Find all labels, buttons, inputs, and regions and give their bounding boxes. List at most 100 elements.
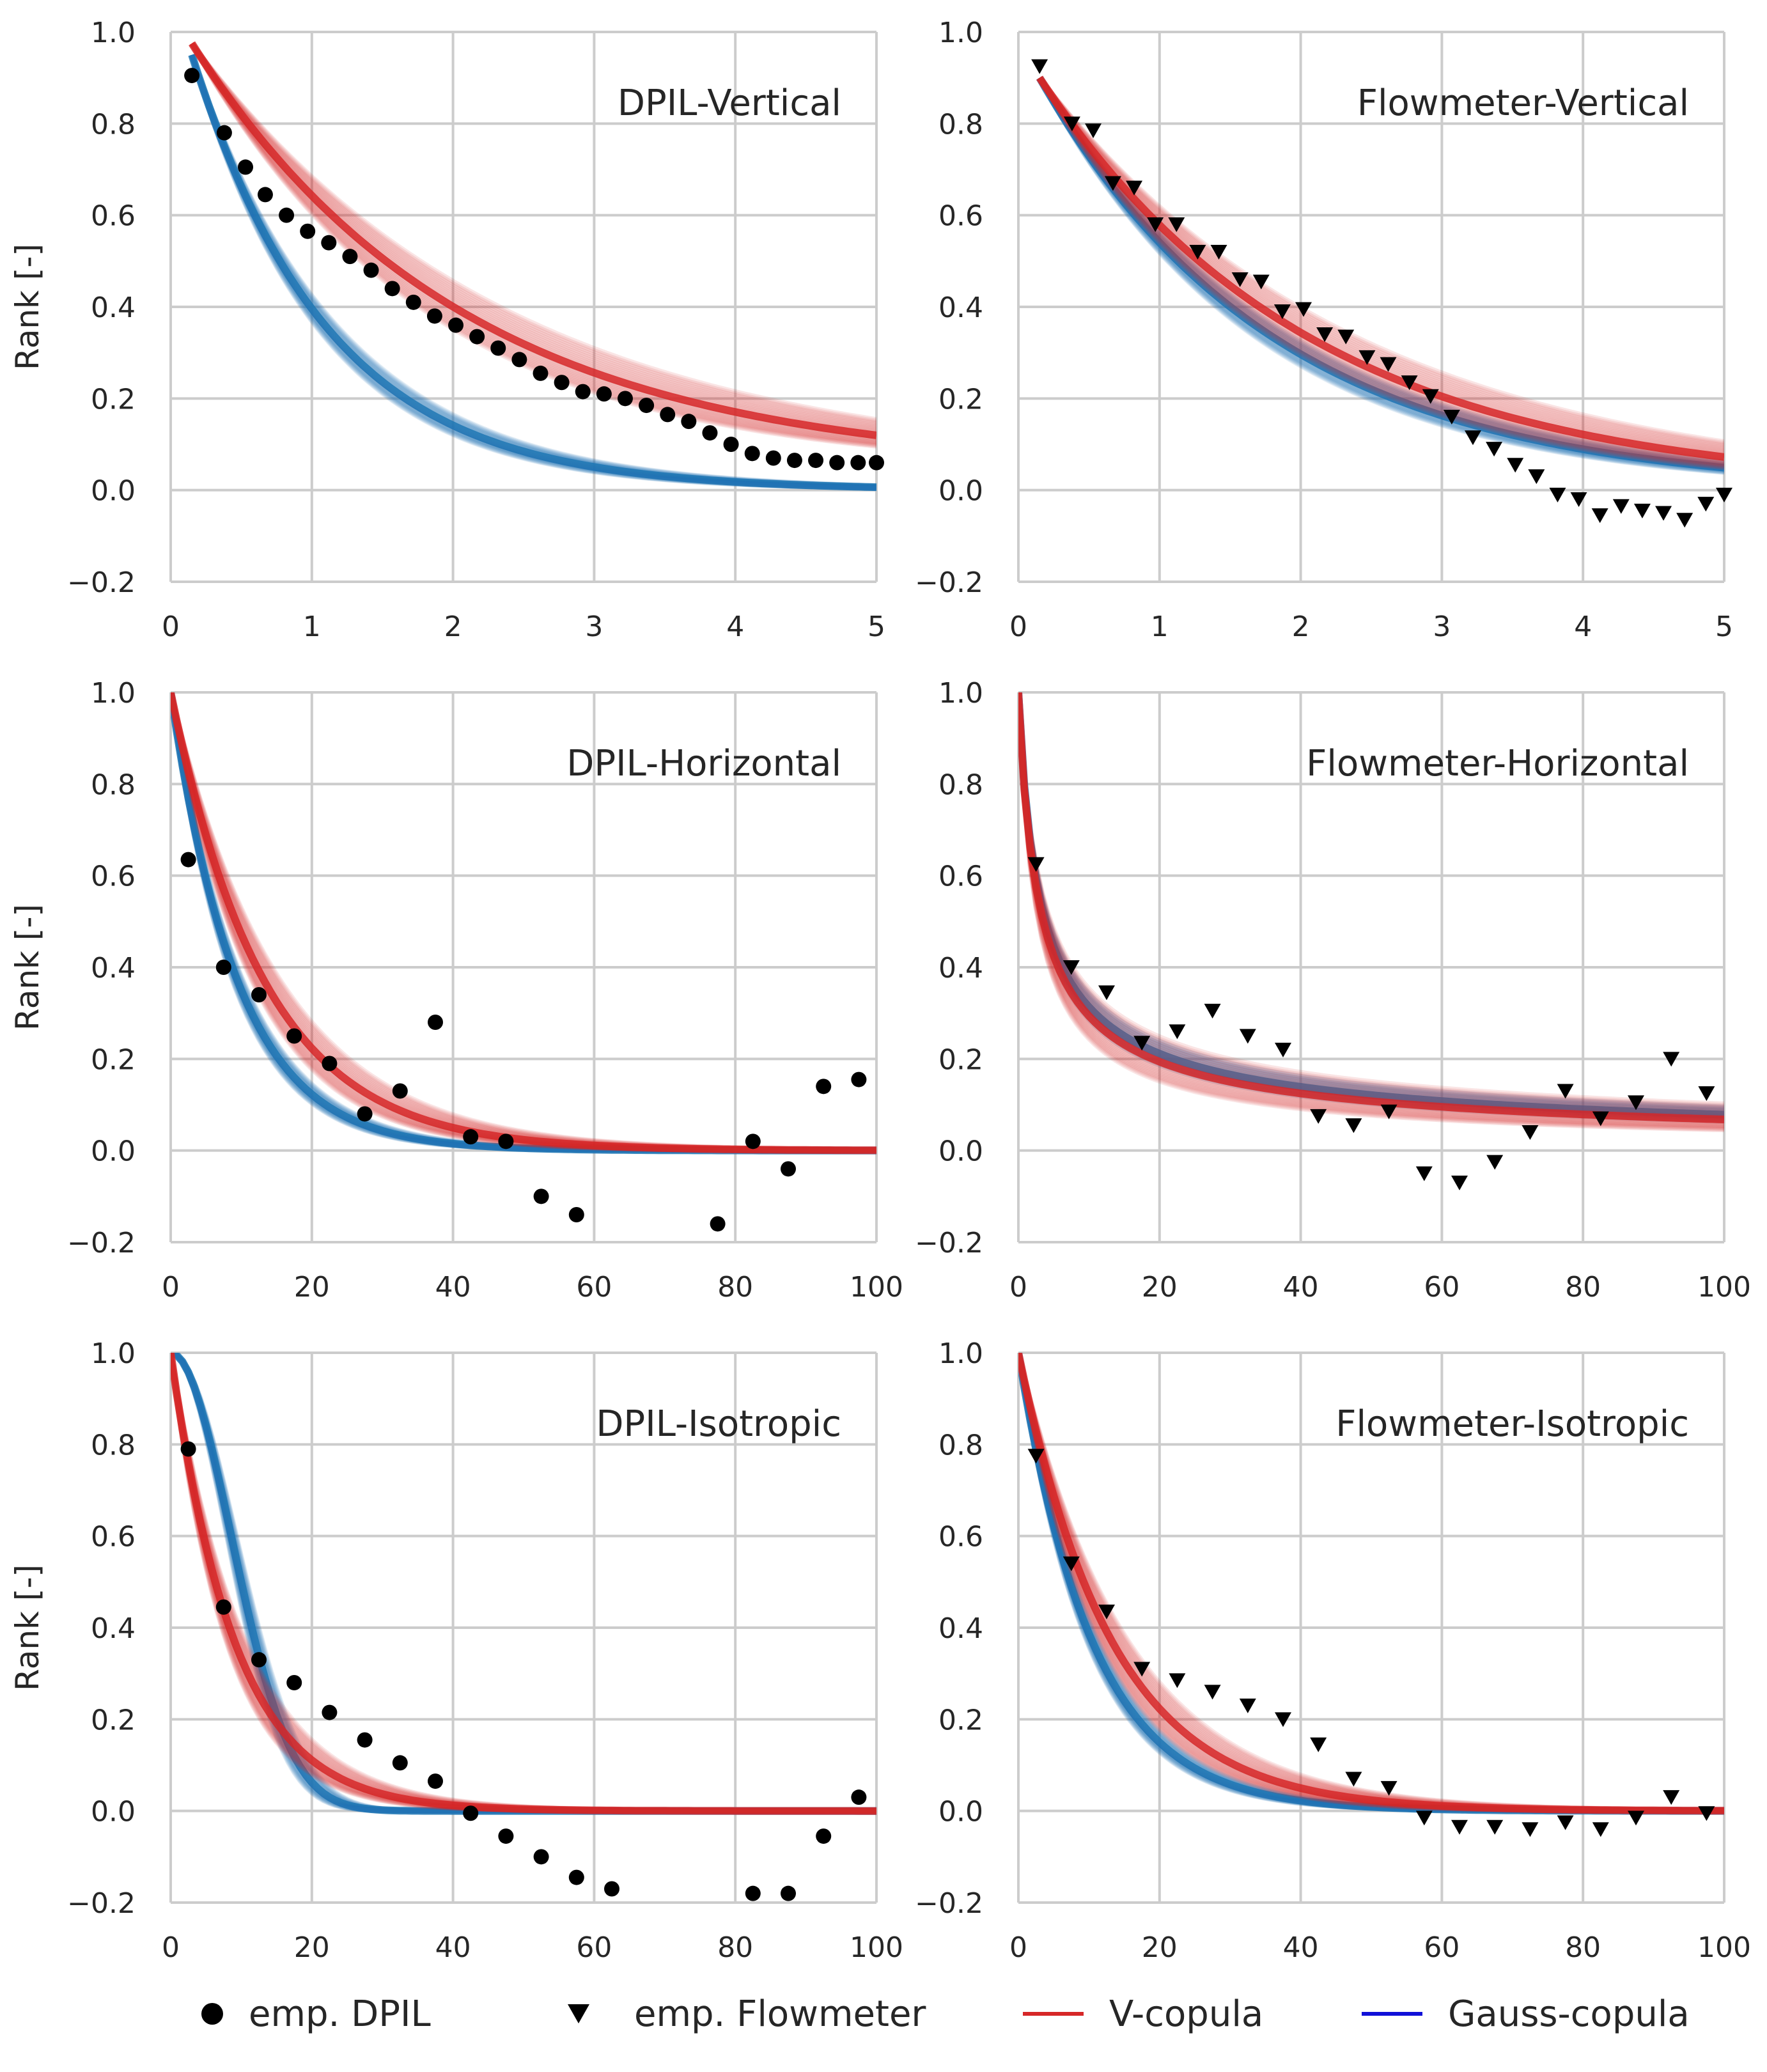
empirical-point [1697,497,1715,512]
empirical-point [251,1652,267,1668]
v-copula-curve-sample [171,692,876,1153]
panel-title: DPIL-Isotropic [596,1403,841,1445]
empirical-point [251,987,267,1002]
chart-panel-1: −0.2 0.0 0.2 0.4 0.6 0.8 1.0 0 1 2 3 4 5 DPIL-Vertica… [9,17,885,643]
v-copula-curve-sample [1018,692,1724,1107]
gauss-copula-curve-sample [1018,692,1724,1109]
gauss-copula-curve-sample [1037,76,1724,467]
gauss-copula-curve-sample [1037,76,1724,472]
x-tick-label: 100 [1697,1931,1751,1964]
model-curves [1036,75,1724,475]
v-copula-curve-sample [189,42,876,431]
v-copula-curve-sample [171,1353,876,1814]
v-copula-curve-sample [189,42,876,424]
gauss-copula-curve-sample [1037,76,1724,474]
y-tick-label: 0.8 [938,108,983,141]
model-curves [171,692,876,1155]
v-copula-curve-sample [171,1353,876,1814]
x-tick-label: 1 [303,611,321,643]
empirical-point [575,384,591,400]
y-axis-label: Rank [-] [9,244,46,370]
empirical-point [1522,1822,1539,1837]
empirical-point [816,1079,832,1094]
empirical-point [660,407,676,423]
v-copula-curve-sample [1018,692,1724,1125]
gauss-copula-curve-sample [189,54,876,490]
v-copula-curve-sample [1018,692,1724,1130]
y-tick-label: 0.0 [938,475,983,508]
empirical-point [1557,1084,1574,1099]
empirical-point [257,187,273,203]
empirical-point [1486,1155,1504,1170]
empirical-point [363,262,379,278]
empirical-point [279,207,295,223]
empirical-point [215,1599,231,1615]
v-copula-curve-sample [1018,692,1724,1127]
gauss-copula-curve-sample [189,54,876,491]
x-tick-label: 0 [162,1271,180,1304]
empirical-point [1252,274,1270,290]
v-copula-curve-sample [189,42,876,442]
empirical-point [1204,1004,1221,1019]
empirical-point [1549,487,1566,502]
v-copula-curve [1036,75,1724,471]
gauss-copula-curve [188,53,876,492]
empirical-point [428,1015,443,1030]
empirical-point [533,365,549,381]
v-copula-curve-sample [1018,692,1724,1112]
gauss-copula-curve-sample [1037,76,1724,472]
v-copula-curve-sample [1037,76,1724,448]
v-copula-curve-sample [171,1353,876,1814]
empirical-point [1628,1095,1644,1110]
x-tick-label: 0 [1009,1271,1027,1304]
gauss-copula-curve-sample [1037,76,1724,471]
v-copula-curve-sample [189,42,876,446]
v-copula-curve-sample [1037,76,1724,453]
x-tick-label: 3 [1433,611,1451,643]
x-tick-label: 100 [850,1271,903,1304]
empirical-point [1443,410,1460,425]
empirical-point [1592,1822,1609,1837]
legend-item-vcopula: V-copula [1023,1982,1263,2046]
v-copula-curve-sample [1018,692,1724,1130]
legend-label-gauss-copula: Gauss-copula [1448,1993,1690,2035]
empirical-point [216,125,232,141]
v-copula-curve [1018,1353,1724,1815]
empirical-point [1591,508,1608,524]
y-tick-label: 1.0 [91,1337,136,1370]
v-copula-curve-sample [1018,1353,1724,1814]
y-tick-label: 0.0 [938,1135,983,1168]
gauss-copula-curve-sample [1037,76,1724,469]
empirical-point [322,1055,338,1071]
empirical-point [1169,1024,1186,1040]
v-copula-curve-sample [189,42,876,448]
chart-panel-4: −0.2 0.0 0.2 0.4 0.6 0.8 1.0 0 20 40 60 80 100 Flowme… [915,677,1751,1304]
v-copula-curve-sample [1018,692,1724,1123]
y-tick-label: 0.8 [91,108,136,141]
v-copula-curve-sample [189,42,876,427]
empirical-point [286,1675,302,1690]
empirical-point [1085,123,1102,139]
empirical-point [851,1071,867,1087]
empirical-point [1592,1111,1609,1126]
empirical-point [180,1441,196,1457]
empirical-point [384,281,400,297]
y-tick-label: 0.2 [938,1043,983,1076]
empirical-point [357,1732,373,1748]
v-copula-curve-sample [171,1353,876,1815]
v-copula-curve-sample [1018,692,1724,1118]
x-tick-label: 20 [1142,1931,1178,1964]
y-tick-label: −0.2 [915,566,983,599]
gauss-copula-curve-sample [188,53,876,492]
v-copula-curve-sample [171,1353,876,1814]
empirical-point [1557,1815,1574,1830]
x-tick-label: 4 [1574,611,1592,643]
empirical-point [1663,1790,1680,1805]
empirical-point [1486,442,1503,457]
v-copula-curve-sample [1018,692,1724,1126]
v-copula-curve-sample [1037,76,1724,449]
model-curves [171,1353,876,1815]
y-tick-label: −0.2 [915,1887,983,1920]
y-tick-label: 1.0 [91,17,136,49]
empirical-point [1655,506,1672,521]
